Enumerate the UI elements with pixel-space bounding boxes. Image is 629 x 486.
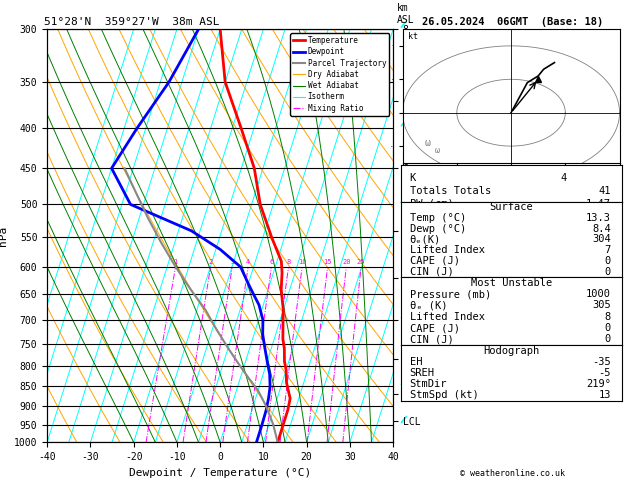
Text: 13: 13 <box>599 390 611 400</box>
Text: θₑ(K): θₑ(K) <box>409 234 441 244</box>
Text: SREH: SREH <box>409 368 435 378</box>
Y-axis label: hPa: hPa <box>0 226 8 246</box>
Text: 0: 0 <box>604 256 611 266</box>
Text: 13.3: 13.3 <box>586 213 611 223</box>
Text: 0: 0 <box>604 267 611 277</box>
Text: 1000: 1000 <box>586 289 611 299</box>
Text: CIN (J): CIN (J) <box>409 334 454 345</box>
X-axis label: Dewpoint / Temperature (°C): Dewpoint / Temperature (°C) <box>129 468 311 478</box>
Text: ω: ω <box>435 146 440 155</box>
Text: 10: 10 <box>298 259 306 265</box>
Text: 219°: 219° <box>586 379 611 389</box>
Text: -35: -35 <box>593 357 611 367</box>
Text: CAPE (J): CAPE (J) <box>409 323 460 333</box>
Text: ω: ω <box>425 138 430 148</box>
Text: StmSpd (kt): StmSpd (kt) <box>409 390 478 400</box>
Text: StmDir: StmDir <box>409 379 447 389</box>
Text: 0: 0 <box>604 334 611 345</box>
Text: CIN (J): CIN (J) <box>409 267 454 277</box>
Text: 8.4: 8.4 <box>593 224 611 234</box>
Text: 41: 41 <box>599 186 611 196</box>
Text: 1.47: 1.47 <box>586 199 611 209</box>
Text: 26.05.2024  06GMT  (Base: 18): 26.05.2024 06GMT (Base: 18) <box>422 17 603 27</box>
Text: 8: 8 <box>286 259 291 265</box>
Text: 304: 304 <box>593 234 611 244</box>
Text: Totals Totals: Totals Totals <box>409 186 491 196</box>
Text: 0: 0 <box>604 323 611 333</box>
Text: 305: 305 <box>593 300 611 311</box>
Text: 25: 25 <box>357 259 365 265</box>
Text: Lifted Index: Lifted Index <box>409 312 484 322</box>
Text: Dewp (°C): Dewp (°C) <box>409 224 466 234</box>
Text: K: K <box>409 174 416 183</box>
Text: EH: EH <box>409 357 422 367</box>
Text: -5: -5 <box>599 368 611 378</box>
Text: 4: 4 <box>246 259 250 265</box>
Text: Mixing Ratio (g/kg): Mixing Ratio (g/kg) <box>445 221 454 316</box>
Text: Temp (°C): Temp (°C) <box>409 213 466 223</box>
Text: 8: 8 <box>604 312 611 322</box>
Text: © weatheronline.co.uk: © weatheronline.co.uk <box>460 469 565 478</box>
Text: Hodograph: Hodograph <box>483 346 540 356</box>
Text: 4: 4 <box>560 174 567 183</box>
Text: Most Unstable: Most Unstable <box>470 278 552 288</box>
Text: 2: 2 <box>208 259 213 265</box>
Text: 15: 15 <box>323 259 332 265</box>
Legend: Temperature, Dewpoint, Parcel Trajectory, Dry Adiabat, Wet Adiabat, Isotherm, Mi: Temperature, Dewpoint, Parcel Trajectory… <box>290 33 389 116</box>
Text: PW (cm): PW (cm) <box>409 199 454 209</box>
Text: Lifted Index: Lifted Index <box>409 245 484 255</box>
Text: 6: 6 <box>269 259 274 265</box>
Text: Surface: Surface <box>489 202 533 212</box>
Text: 7: 7 <box>604 245 611 255</box>
Text: kt: kt <box>408 32 418 41</box>
Text: 1: 1 <box>174 259 177 265</box>
Text: Pressure (mb): Pressure (mb) <box>409 289 491 299</box>
Text: θₑ (K): θₑ (K) <box>409 300 447 311</box>
Text: CAPE (J): CAPE (J) <box>409 256 460 266</box>
Text: 3: 3 <box>230 259 235 265</box>
Text: 20: 20 <box>342 259 350 265</box>
Text: km
ASL: km ASL <box>397 3 415 25</box>
Text: 51°28'N  359°27'W  38m ASL: 51°28'N 359°27'W 38m ASL <box>44 17 220 27</box>
